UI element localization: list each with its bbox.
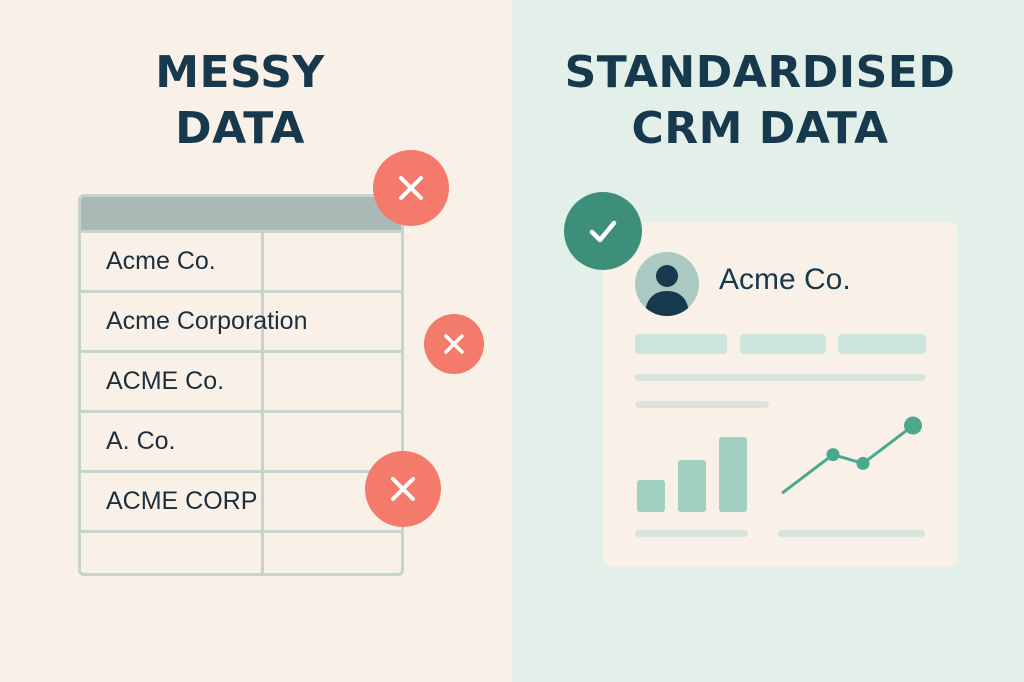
chart-axis-line: [635, 530, 748, 537]
success-badge: [564, 192, 642, 270]
trend-point: [826, 448, 840, 462]
table-row: [81, 530, 401, 573]
error-badge: [365, 451, 441, 527]
messy-title-line1: MESSY: [155, 47, 325, 98]
spreadsheet-header: [81, 197, 401, 230]
x-icon: [444, 334, 464, 354]
trend-point: [904, 416, 922, 435]
chart-bar: [719, 437, 747, 512]
messy-title-line2: DATA: [175, 103, 305, 154]
x-icon: [391, 477, 415, 501]
line-chart: [781, 416, 922, 494]
avatar-icon: [635, 252, 699, 316]
detail-line: [635, 374, 925, 381]
standardised-title-line2: CRM DATA: [631, 103, 889, 154]
company-cell: ACME CORP: [106, 487, 258, 515]
table-row: Acme Co.: [81, 230, 401, 290]
chart-bar: [637, 480, 665, 512]
error-badge: [424, 314, 484, 374]
messy-data-title: MESSY DATA: [40, 45, 440, 157]
check-icon: [589, 220, 617, 243]
trend-line: [781, 424, 915, 494]
field-pill: [838, 334, 926, 354]
field-pill: [635, 334, 727, 354]
detail-line: [635, 401, 769, 408]
messy-spreadsheet: Acme Co. Acme Corporation ACME Co. A. Co…: [78, 194, 404, 576]
standardised-data-title: STANDARDISED CRM DATA: [540, 45, 980, 157]
table-row: ACME Co.: [81, 350, 401, 410]
chart-axis-line: [778, 530, 925, 537]
spreadsheet-column-divider: [261, 230, 264, 573]
table-row: ACME CORP: [81, 470, 401, 530]
error-badge: [373, 150, 449, 226]
crm-company-name: Acme Co.: [719, 263, 851, 296]
table-row: A. Co.: [81, 410, 401, 470]
company-cell: A. Co.: [106, 427, 176, 455]
company-cell: Acme Corporation: [106, 307, 308, 335]
trend-point: [856, 456, 870, 470]
standardised-title-line1: STANDARDISED: [564, 47, 956, 98]
company-cell: ACME Co.: [106, 367, 225, 395]
table-row: Acme Corporation: [81, 290, 401, 350]
field-pill: [740, 334, 826, 354]
company-cell: Acme Co.: [106, 247, 216, 275]
chart-bar: [678, 460, 706, 512]
x-icon: [399, 176, 423, 200]
